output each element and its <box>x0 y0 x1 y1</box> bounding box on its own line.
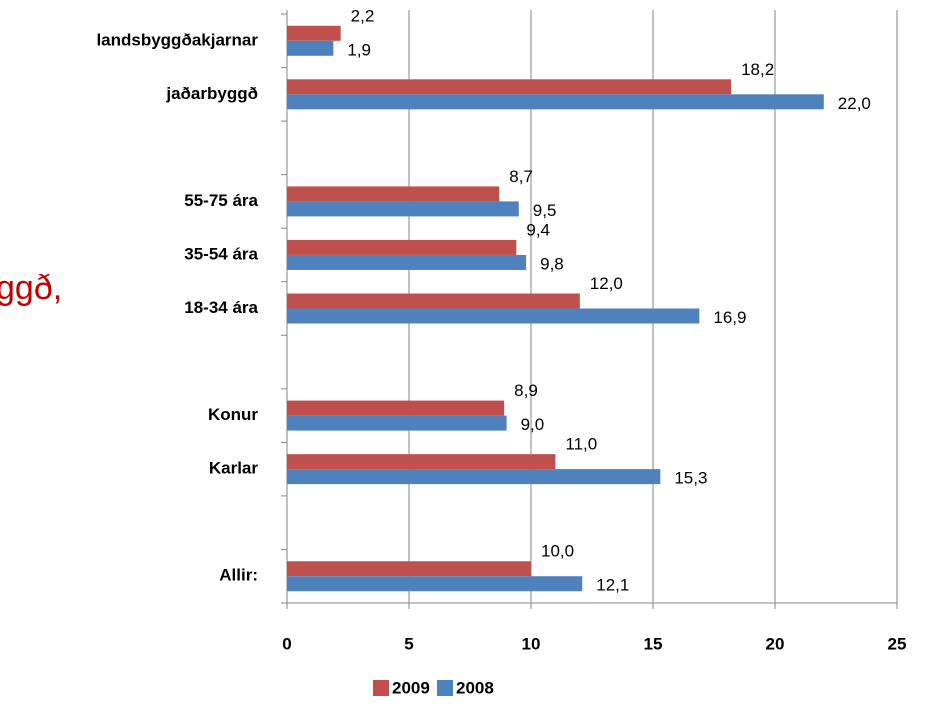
bar <box>287 561 531 577</box>
x-tick-label: 10 <box>522 634 541 653</box>
slide-text-fragment: ggð, <box>0 269 62 307</box>
bar <box>287 79 732 95</box>
x-tick-label: 0 <box>282 634 291 653</box>
bar <box>287 186 500 202</box>
bar <box>287 308 700 324</box>
bar <box>287 415 507 431</box>
data-label: 12,0 <box>590 274 623 293</box>
category-label: jaðarbyggð <box>165 84 258 103</box>
data-label: 22,0 <box>838 94 871 113</box>
category-label: 55-75 ára <box>184 191 258 210</box>
data-label: 15,3 <box>674 469 707 488</box>
legend-label: 2009 <box>392 678 430 697</box>
category-label: landsbyggðakjarnar <box>96 30 258 49</box>
legend-swatch <box>373 680 389 696</box>
x-tick-label: 15 <box>644 634 663 653</box>
data-label: 9,5 <box>533 201 557 220</box>
data-label: 10,0 <box>541 542 574 561</box>
data-label: 8,7 <box>509 167 533 186</box>
data-label: 1,9 <box>347 40 371 59</box>
data-label: 18,2 <box>741 60 774 79</box>
data-label: 11,0 <box>565 435 597 454</box>
data-label: 9,8 <box>540 254 564 273</box>
bar <box>287 25 341 41</box>
category-label: Konur <box>208 405 258 424</box>
data-label: 16,9 <box>713 308 746 327</box>
bar <box>287 40 334 56</box>
data-label: 9,0 <box>521 415 545 434</box>
x-tick-label: 20 <box>766 634 785 653</box>
bar <box>287 576 583 592</box>
data-label: 9,4 <box>526 220 550 239</box>
legend-label: 2008 <box>456 678 494 697</box>
data-label: 12,1 <box>596 576 629 595</box>
bar <box>287 254 527 270</box>
data-label: 8,9 <box>514 381 538 400</box>
bar <box>287 469 661 485</box>
category-label: Allir: <box>219 566 258 585</box>
bar <box>287 400 505 416</box>
x-tick-label: 5 <box>404 634 413 653</box>
category-label: 18-34 ára <box>184 298 258 317</box>
bar <box>287 239 517 255</box>
bar <box>287 454 556 470</box>
legend-swatch <box>437 680 453 696</box>
category-label: Karlar <box>209 459 259 478</box>
bar <box>287 293 580 309</box>
category-label: 35-54 ára <box>184 244 258 263</box>
bar <box>287 201 519 217</box>
data-label: 2,2 <box>351 6 375 25</box>
x-tick-label: 25 <box>888 634 907 653</box>
bar <box>287 94 824 110</box>
